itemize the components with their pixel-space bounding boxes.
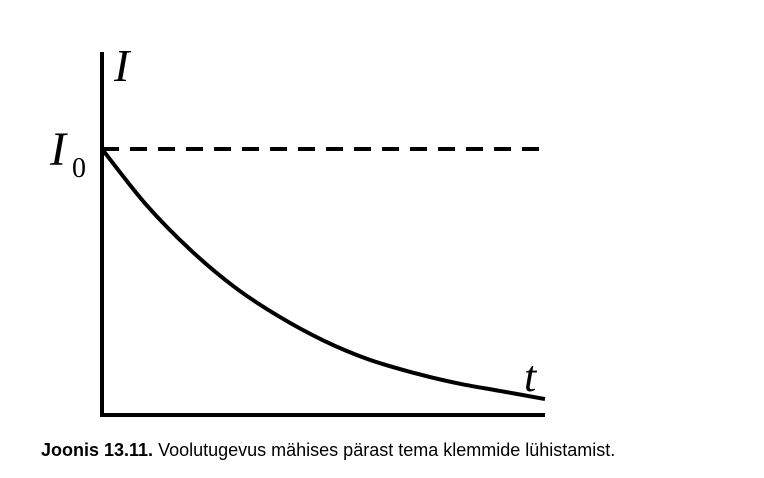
plot-area: ItI 0 xyxy=(49,40,546,417)
reference-label-sub: 0 xyxy=(72,153,86,184)
caption-text: Voolutugevus mähises pärast tema klemmid… xyxy=(153,440,616,460)
x-axis-label: t xyxy=(524,352,538,401)
reference-label-main: I xyxy=(49,123,68,176)
figure-caption: Joonis 13.11. Voolutugevus mähises päras… xyxy=(41,440,615,461)
y-axis-label: I xyxy=(113,40,132,91)
caption-label: Joonis 13.11. xyxy=(41,440,154,460)
decay-curve xyxy=(100,147,546,402)
